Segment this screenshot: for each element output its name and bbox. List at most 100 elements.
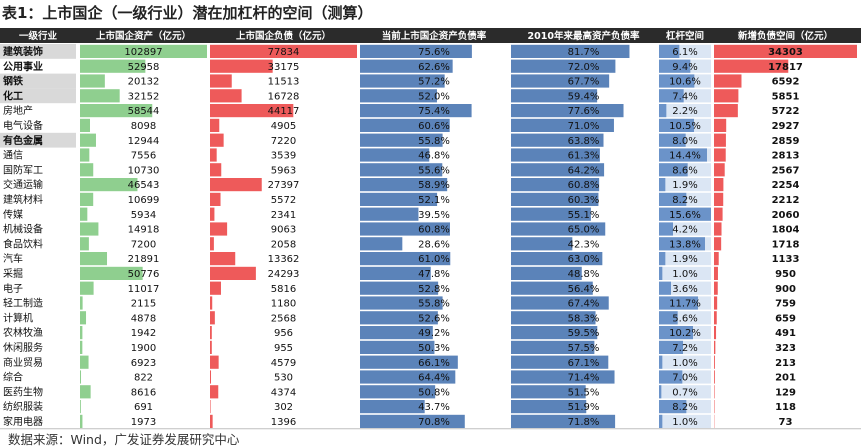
debt-value: 1396: [271, 417, 296, 428]
max-ratio-value: 59.5%: [568, 328, 600, 339]
space-bar: [659, 74, 695, 88]
max-ratio-bar: [511, 222, 606, 236]
max-ratio-bar: [511, 355, 609, 369]
debt-bar: [210, 355, 219, 369]
header-row: [0, 28, 861, 43]
ratio-bar: [360, 178, 448, 192]
debt-bar: [210, 148, 217, 162]
assets-bar: [80, 148, 90, 162]
ratio-value: 50.3%: [418, 343, 450, 354]
new-debt-value: 2927: [772, 121, 800, 132]
ratio-bar: [360, 104, 472, 118]
ratio-value: 57.2%: [418, 77, 450, 88]
debt-bar: [210, 237, 214, 251]
assets-value: 1900: [131, 343, 156, 354]
ratio-bar: [360, 326, 433, 340]
assets-bar: [80, 252, 108, 266]
industry-label: 国防军工: [3, 163, 43, 176]
debt-bar: [210, 385, 219, 399]
space-value: 7.2%: [672, 343, 697, 354]
new-debt-bar: [714, 59, 789, 73]
debt-bar: [210, 311, 215, 325]
new-debt-bar: [714, 178, 724, 192]
new-debt-value: 659: [775, 313, 796, 324]
new-debt-value: 73: [779, 417, 793, 428]
max-ratio-bar: [511, 400, 587, 414]
space-value: 15.6%: [669, 210, 701, 221]
ratio-bar: [360, 370, 456, 384]
max-ratio-value: 61.3%: [568, 151, 600, 162]
assets-value: 5934: [131, 210, 156, 221]
space-value: 8.0%: [672, 136, 697, 147]
new-debt-value: 2254: [772, 180, 800, 191]
ratio-bar: [360, 281, 439, 295]
header-cell: 新增负债空间（亿元）: [738, 30, 833, 42]
new-debt-bar: [714, 355, 715, 369]
new-debt-bar: [714, 266, 718, 280]
max-ratio-value: 56.4%: [568, 284, 600, 295]
new-debt-bar: [714, 74, 742, 88]
space-value: 1.0%: [672, 358, 697, 369]
ratio-bar: [360, 207, 419, 221]
space-value: 7.0%: [672, 373, 697, 384]
header-cell: 上市国企资产（亿元）: [96, 30, 191, 42]
assets-bar: [80, 74, 105, 88]
debt-value: 302: [274, 402, 293, 413]
industry-label: 医药生物: [3, 385, 43, 398]
max-ratio-bar: [511, 44, 630, 58]
max-ratio-value: 71.0%: [568, 121, 600, 132]
assets-value: 11017: [128, 284, 160, 295]
ratio-bar: [360, 237, 403, 251]
row-highlight: [0, 132, 76, 148]
industry-label: 综合: [3, 371, 23, 384]
debt-value: 5816: [271, 284, 296, 295]
max-ratio-bar: [511, 266, 582, 280]
industry-label: 商业贸易: [3, 356, 43, 369]
max-ratio-value: 71.4%: [568, 373, 600, 384]
assets-bar: [80, 355, 89, 369]
max-ratio-value: 71.8%: [568, 417, 600, 428]
industry-label: 轻工制造: [3, 297, 43, 310]
max-ratio-bar: [511, 207, 591, 221]
ratio-value: 66.1%: [418, 358, 450, 369]
ratio-bar: [360, 385, 436, 399]
ratio-value: 39.5%: [418, 210, 450, 221]
debt-bar: [210, 414, 213, 428]
space-value: 2.2%: [672, 106, 697, 117]
space-bar: [659, 148, 707, 162]
assets-value: 10730: [128, 165, 160, 176]
ratio-bar: [360, 311, 438, 325]
new-debt-value: 2859: [772, 136, 800, 147]
max-ratio-value: 63.0%: [568, 254, 600, 265]
table-title: 表1：上市国企（一级行业）潜在加杠杆的空间（测算）: [2, 4, 373, 22]
ratio-value: 55.8%: [418, 299, 450, 310]
debt-value: 4374: [271, 387, 296, 398]
max-ratio-bar: [511, 340, 595, 354]
space-bar: [659, 178, 666, 192]
new-debt-bar: [714, 370, 715, 384]
max-ratio-value: 67.7%: [568, 77, 600, 88]
industry-label: 纺织服装: [3, 400, 43, 413]
industry-label: 汽车: [3, 252, 23, 265]
industry-label: 休闲服务: [3, 341, 43, 354]
new-debt-bar: [714, 340, 716, 354]
assets-value: 52958: [128, 62, 160, 73]
industry-label: 公用事业: [3, 60, 43, 73]
debt-bar: [210, 178, 262, 192]
new-debt-value: 2212: [772, 195, 800, 206]
industry-label: 计算机: [3, 311, 33, 324]
space-value: 8.6%: [672, 165, 697, 176]
space-bar: [659, 385, 662, 399]
ratio-value: 58.9%: [418, 180, 450, 191]
max-ratio-bar: [511, 192, 599, 206]
ratio-bar: [360, 266, 431, 280]
new-debt-bar: [714, 311, 717, 325]
assets-bar: [80, 340, 83, 354]
ratio-bar: [360, 44, 472, 58]
assets-value: 32152: [128, 91, 160, 102]
assets-bar: [80, 207, 88, 221]
ratio-bar: [360, 340, 435, 354]
ratio-bar: [360, 355, 458, 369]
assets-bar: [80, 385, 91, 399]
ratio-bar: [360, 148, 430, 162]
